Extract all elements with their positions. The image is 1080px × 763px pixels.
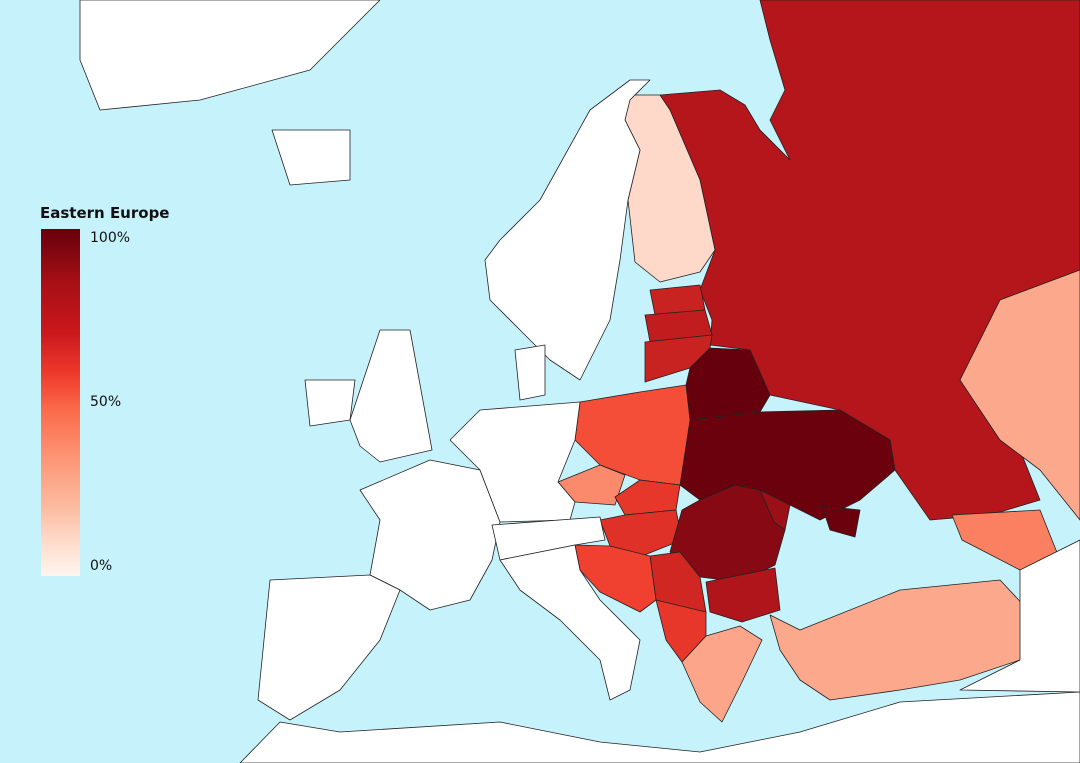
region-norway-sweden [484, 79, 651, 381]
region-ireland [304, 379, 356, 427]
legend-color-bar [41, 229, 80, 576]
region-greece [681, 625, 763, 723]
region-turkey [769, 579, 1031, 701]
region-middle-east [959, 539, 1080, 693]
region-great-britain [349, 329, 433, 463]
legend-tick-0: 0% [90, 558, 113, 574]
region-slovakia [614, 479, 681, 516]
legend-tick-100: 100% [90, 230, 131, 246]
region-iceland [271, 129, 351, 186]
region-alpine [491, 516, 606, 561]
region-kazakhstan [959, 269, 1080, 521]
legend-tick-50: 50% [90, 394, 122, 410]
region-north-africa [239, 691, 1080, 763]
region-greenland [79, 0, 381, 111]
legend-title: Eastern Europe [40, 204, 170, 222]
region-italy [499, 544, 641, 701]
region-denmark [514, 344, 546, 401]
region-bulgaria [705, 567, 781, 623]
region-iberia [257, 574, 401, 721]
region-western-balkans [574, 544, 657, 613]
region-germany-benelux [449, 401, 581, 523]
region-moldova [759, 489, 791, 531]
region-france [359, 459, 501, 611]
region-crimea [821, 505, 861, 538]
legend: Eastern Europe 100% 50% 0% [40, 204, 170, 576]
